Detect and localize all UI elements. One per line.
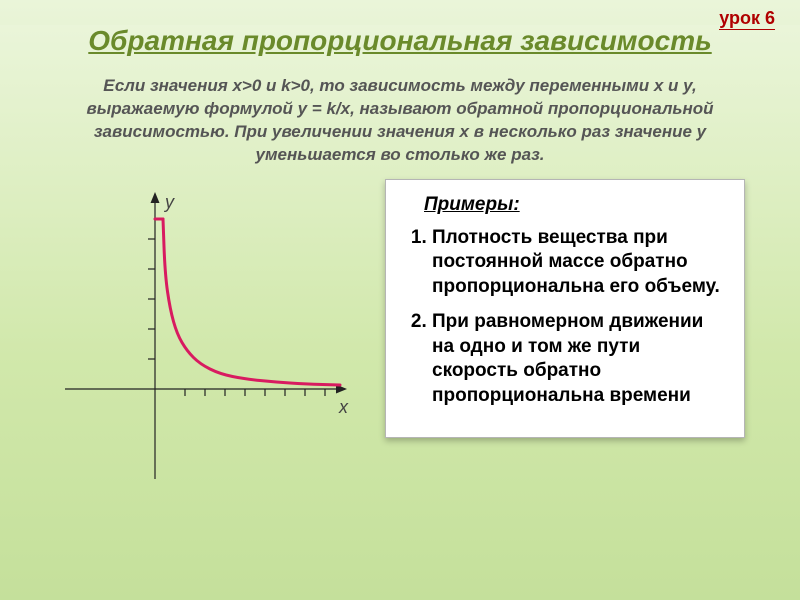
x-axis-label: x <box>339 397 348 418</box>
chart-svg <box>45 179 365 499</box>
examples-box: Примеры: Плотность вещества при постоянн… <box>385 179 745 438</box>
y-axis-label: y <box>165 192 174 213</box>
example-item: Плотность вещества при постоянной массе … <box>432 226 726 300</box>
content-row: y x Примеры: Плотность вещества при пост… <box>0 179 800 499</box>
lesson-tag: урок 6 <box>719 8 775 30</box>
chart-container: y x <box>45 179 365 499</box>
examples-heading: Примеры: <box>424 194 726 216</box>
examples-list: Плотность вещества при постоянной массе … <box>404 226 726 409</box>
page-title: Обратная пропорциональная зависимость <box>40 25 760 57</box>
intro-text: Если значения x>0 и k>0, то зависимость … <box>50 75 750 167</box>
example-item: При равномерном движении на одно и том ж… <box>432 310 726 409</box>
